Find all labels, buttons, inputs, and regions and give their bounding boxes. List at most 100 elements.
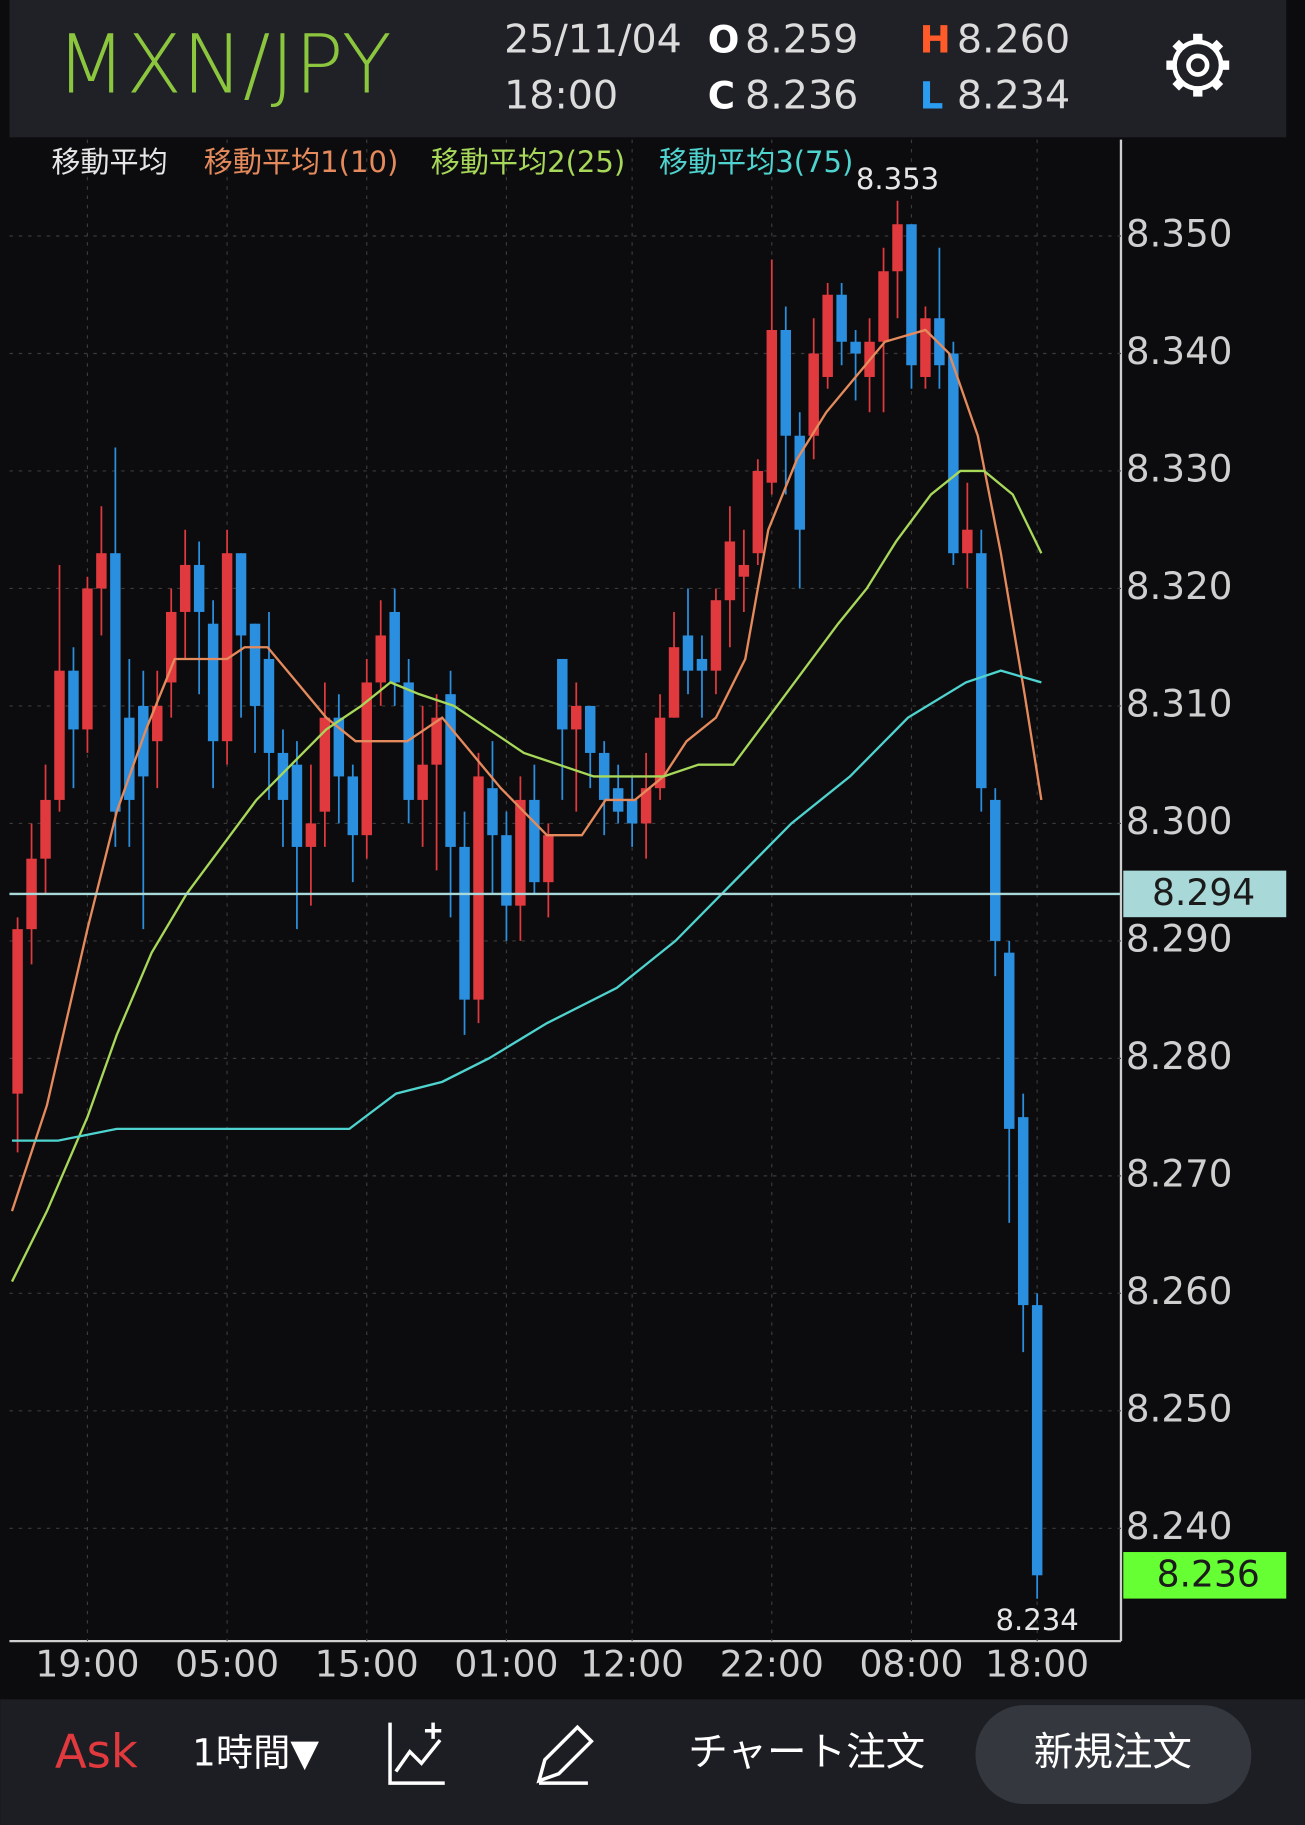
extreme-label: 8.353 (856, 162, 939, 196)
candle-body (319, 717, 331, 812)
drawing-icon[interactable] (536, 1724, 594, 1785)
candle-body (235, 553, 247, 636)
candle-body (375, 635, 386, 683)
candle-body (263, 658, 275, 753)
candle-body (710, 600, 722, 671)
candle-body (68, 670, 79, 730)
low-label: L (920, 73, 944, 117)
gear-teeth (1166, 33, 1230, 97)
y-tick-label: 8.260 (1126, 1269, 1233, 1313)
candle-body (626, 799, 638, 824)
x-tick-label: 19:00 (35, 1644, 139, 1686)
x-tick-label: 22:00 (720, 1644, 824, 1686)
header-bar (9, 0, 1287, 138)
y-tick-label: 8.250 (1126, 1386, 1233, 1430)
candle-body (431, 717, 442, 765)
new-order-pill[interactable] (975, 1705, 1252, 1805)
candle-body (906, 224, 917, 366)
gear-hub (1186, 53, 1210, 77)
candle-body (696, 658, 708, 671)
candle-body (193, 564, 205, 612)
candle-body (221, 553, 233, 742)
candle-body (54, 670, 65, 800)
candle-body (543, 835, 554, 883)
candle-body (780, 329, 792, 436)
candle-body (277, 752, 289, 800)
y-tick-label: 8.310 (1126, 681, 1233, 725)
candle-body (962, 529, 973, 554)
candle-body (990, 799, 1001, 941)
moving-average-line (10, 328, 1043, 1212)
candle-body (1031, 1305, 1043, 1576)
candle-body (459, 846, 470, 1000)
y-tick-label: 8.290 (1126, 916, 1233, 960)
reference-label: 8.294 (1152, 872, 1255, 914)
x-tick-label: 05:00 (175, 1644, 279, 1686)
y-tick-label: 8.350 (1126, 212, 1233, 256)
candle-body (417, 764, 428, 800)
candle-body (571, 705, 582, 730)
candle-body (487, 788, 498, 836)
candle-body (515, 799, 526, 906)
ask-button[interactable]: Ask (55, 1725, 138, 1779)
close-value: 8.236 (745, 72, 858, 118)
plot (9, 139, 1121, 1642)
candle-body (724, 541, 736, 601)
new-order-button[interactable]: 新規注文 (1034, 1730, 1192, 1776)
open-value: 8.259 (745, 16, 858, 62)
candle-body (40, 799, 51, 859)
y-tick-label: 8.320 (1126, 564, 1233, 608)
symbol[interactable]: MXN/JPY (56, 17, 392, 112)
candle-body (682, 635, 694, 671)
candle-body (110, 553, 121, 812)
candle-body (124, 717, 135, 800)
legend-title: 移動平均 (51, 145, 167, 179)
candle-body (948, 353, 959, 554)
x-tick-label: 18:00 (985, 1644, 1089, 1686)
candle-body (836, 294, 847, 342)
settings-icon[interactable] (1166, 33, 1230, 97)
candle-body (501, 835, 512, 906)
x-tick-label: 01:00 (454, 1644, 558, 1686)
candle-body (305, 823, 317, 847)
chart-order-button[interactable]: チャート注文 (688, 1730, 925, 1776)
candle-body (892, 224, 903, 272)
candle-body (640, 788, 652, 824)
candle-body (822, 294, 833, 377)
candle-body (738, 564, 750, 577)
candle-body (96, 553, 107, 589)
x-tick-label: 12:00 (580, 1644, 684, 1686)
candle-body (557, 658, 568, 730)
candle-body (976, 553, 987, 789)
high-value: 8.260 (957, 16, 1070, 62)
current-price-label: 8.236 (1157, 1553, 1260, 1595)
candle-body (794, 435, 805, 530)
y-tick-label: 8.330 (1126, 446, 1233, 490)
candle-body (668, 647, 680, 718)
time: 18:00 (504, 72, 618, 118)
y-tick-label: 8.300 (1126, 799, 1233, 843)
y-tick-label: 8.280 (1126, 1034, 1233, 1078)
candle-body (808, 353, 819, 436)
candle-body (361, 682, 372, 836)
candle-body (473, 776, 484, 1000)
interval-selector[interactable]: 1時間▼ (192, 1731, 319, 1775)
moving-average-line (10, 469, 1043, 1283)
candle-body (878, 271, 889, 342)
legend-entry: 移動平均2(25) (431, 145, 626, 179)
extreme-label: 8.234 (996, 1603, 1079, 1637)
candle-body (152, 705, 163, 742)
open-label: O (708, 17, 740, 61)
candle-body (138, 705, 149, 777)
candle-body (165, 611, 177, 683)
indicator-icon[interactable] (388, 1722, 445, 1785)
y-tick-label: 8.240 (1126, 1504, 1233, 1548)
candle-body (766, 329, 778, 483)
legend-entry: 移動平均3(75) (659, 145, 854, 179)
candle-body (347, 776, 359, 836)
candle-body (12, 929, 23, 1094)
candle-body (82, 588, 93, 730)
close-label: C (708, 73, 735, 117)
